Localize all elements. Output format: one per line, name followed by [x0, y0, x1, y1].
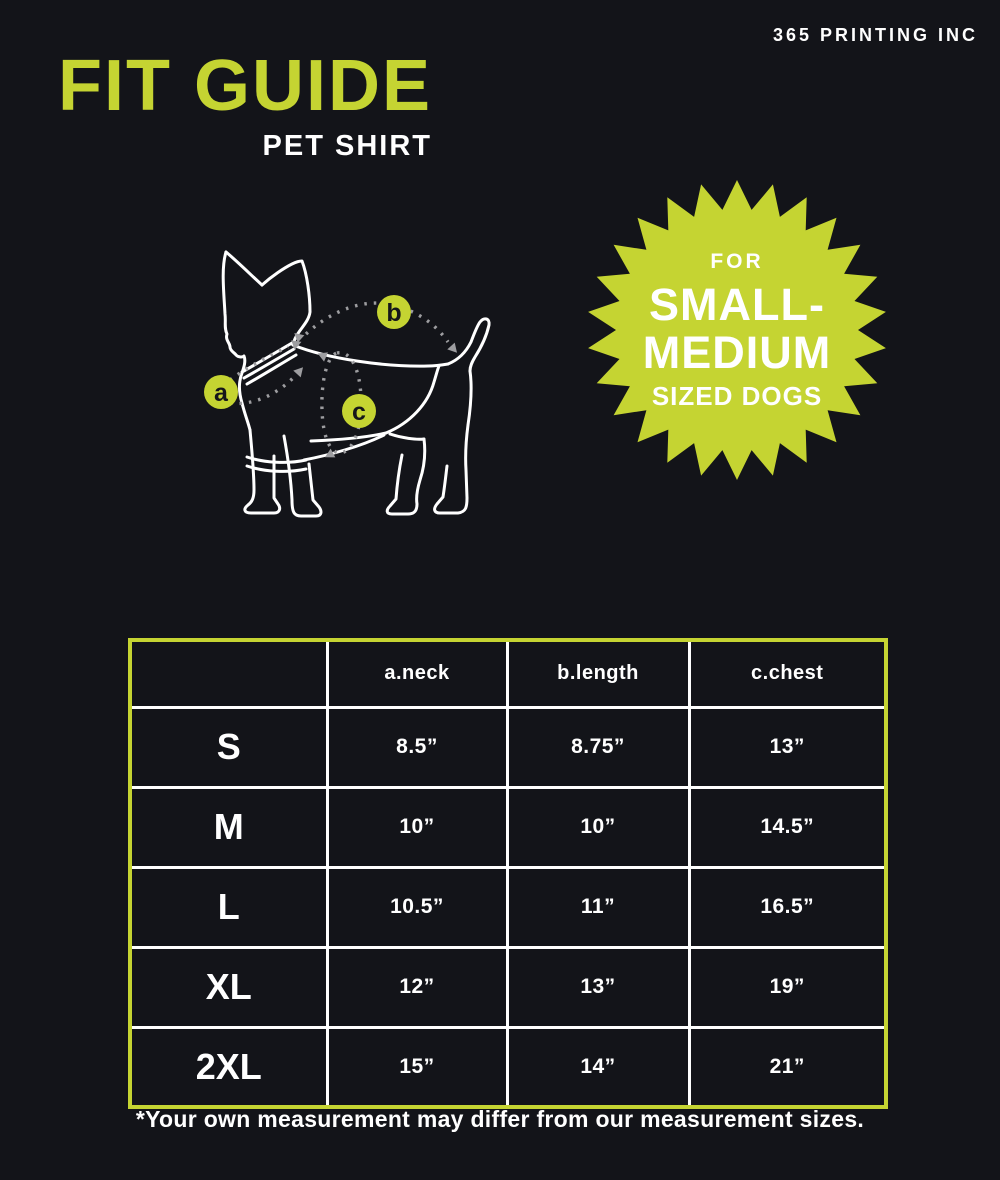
value-cell: 10.5”	[325, 865, 509, 949]
marker-a-circle	[204, 375, 238, 409]
value-cell: 13”	[505, 945, 691, 1029]
footnote: *Your own measurement may differ from ou…	[135, 1106, 865, 1132]
measure-b-line	[304, 301, 450, 343]
marker-a: a	[204, 375, 238, 409]
page-subtitle: PET SHIRT	[262, 130, 432, 162]
marker-a-label: a	[214, 379, 229, 407]
size-cell: M	[128, 785, 329, 869]
arrowhead	[293, 367, 304, 378]
dog-diagram-svg: a b c	[204, 250, 491, 518]
value-cell: 10”	[505, 785, 691, 869]
size-cell: XL	[128, 945, 329, 1029]
marker-c-label: c	[352, 398, 366, 426]
size-cell: 2XL	[128, 1025, 329, 1109]
header-cell-length: b.length	[505, 638, 691, 709]
badge-text: FOR SMALL- MEDIUM SIZED DOGS	[587, 180, 887, 480]
value-cell: 14”	[505, 1025, 691, 1109]
badge-line-for: FOR	[710, 249, 764, 273]
value-cell: 10”	[325, 785, 509, 869]
brand-text: 365 PRINTING INC	[772, 25, 978, 45]
table-row-m: M 10” 10” 14.5”	[128, 785, 888, 869]
size-cell: L	[128, 865, 329, 949]
marker-b: b	[377, 295, 411, 329]
marker-b-circle	[377, 295, 411, 329]
badge-line-sized-dogs: SIZED DOGS	[651, 381, 823, 412]
marker-b-label: b	[386, 299, 401, 327]
size-badge: FOR SMALL- MEDIUM SIZED DOGS	[587, 180, 887, 480]
badge-star	[588, 180, 886, 480]
value-cell: 8.5”	[325, 705, 509, 789]
table-row-s: S 8.5” 8.75” 13”	[128, 705, 888, 789]
badge-star-polygon	[588, 180, 886, 480]
table-header-row: a.neck b.length c.chest	[128, 638, 888, 709]
arrowhead	[317, 352, 328, 362]
title-block: FIT GUIDE PET SHIRT	[58, 50, 432, 163]
value-cell: 15”	[325, 1025, 509, 1109]
table-row-2xl: 2XL 15” 14” 21”	[128, 1025, 888, 1109]
value-cell: 19”	[687, 945, 888, 1029]
value-cell: 12”	[325, 945, 509, 1029]
table-row-l: L 10.5” 11” 16.5”	[128, 865, 888, 949]
value-cell: 8.75”	[505, 705, 691, 789]
marker-c: c	[342, 394, 376, 428]
page-title: FIT GUIDE	[58, 46, 432, 126]
header-cell-blank	[128, 638, 329, 709]
size-table: a.neck b.length c.chest S 8.5” 8.75” 13”…	[128, 638, 888, 1109]
dog-outline-drawing	[221, 250, 491, 518]
arrowhead	[325, 448, 336, 458]
badge-line-medium: MEDIUM	[642, 326, 832, 378]
value-cell: 11”	[505, 865, 691, 949]
value-cell: 14.5”	[687, 785, 888, 869]
value-cell: 13”	[687, 705, 888, 789]
marker-c-circle	[342, 394, 376, 428]
badge-line-small: SMALL-	[649, 278, 825, 330]
arrowhead	[291, 340, 302, 350]
dog-measurement-diagram: a b c	[180, 240, 520, 540]
arrowhead	[447, 342, 458, 353]
table-row-xl: XL 12” 13” 19”	[128, 945, 888, 1029]
value-cell: 21”	[687, 1025, 888, 1109]
header-cell-chest: c.chest	[687, 638, 888, 709]
size-cell: S	[128, 705, 329, 789]
arrowhead	[294, 332, 305, 343]
header-cell-neck: a.neck	[325, 638, 509, 709]
value-cell: 16.5”	[687, 865, 888, 949]
